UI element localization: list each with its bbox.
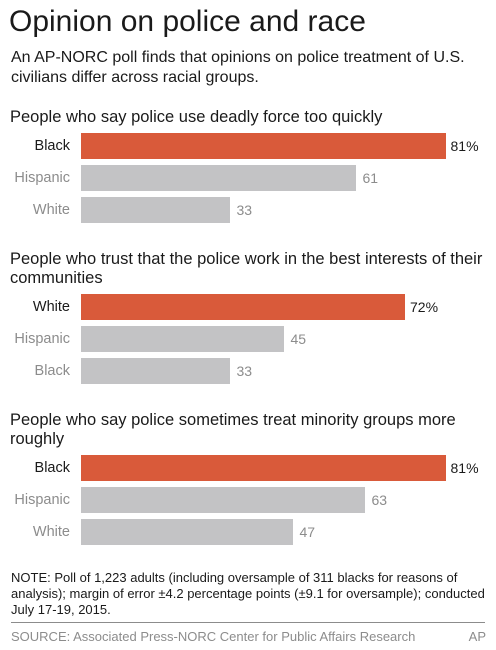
panel-title-2: People who trust that the police work in… [10,250,483,287]
panel-title-3: People who say police sometimes treat mi… [10,411,456,448]
category-label: Hispanic [14,170,70,186]
bar-white [81,197,230,223]
category-label: Black [34,460,70,476]
bar-white [81,519,293,545]
value-label: 61 [362,170,379,186]
category-label: Black [34,138,70,154]
category-label: Black [34,363,70,379]
bar-black [81,133,446,159]
category-label: Hispanic [14,331,70,347]
value-label: 81% [450,460,479,476]
footer-rule [11,622,485,623]
panel-title-1: People who say police use deadly force t… [10,108,383,126]
footnote: NOTE: Poll of 1,223 adults (including ov… [11,570,485,617]
value-label: 33 [236,363,253,379]
chart-subtitle: An AP-NORC poll finds that opinions on p… [11,49,465,86]
value-label: 81% [450,138,479,154]
bar-black [81,455,446,481]
category-label: White [32,524,70,540]
value-label: 47 [299,524,316,540]
credit-label: AP [468,629,486,644]
chart-title: Opinion on police and race [9,5,366,38]
bar-black [81,358,230,384]
source-line: SOURCE: Associated Press-NORC Center for… [11,629,416,644]
value-label: 63 [371,492,388,508]
category-label: White [32,202,70,218]
bar-hispanic [81,165,356,191]
bar-white [81,294,405,320]
value-label: 72% [410,299,439,315]
bar-hispanic [81,326,284,352]
category-label: Hispanic [14,492,70,508]
value-label: 33 [236,202,253,218]
value-label: 45 [290,331,307,347]
bar-hispanic [81,487,365,513]
category-label: White [32,299,70,315]
